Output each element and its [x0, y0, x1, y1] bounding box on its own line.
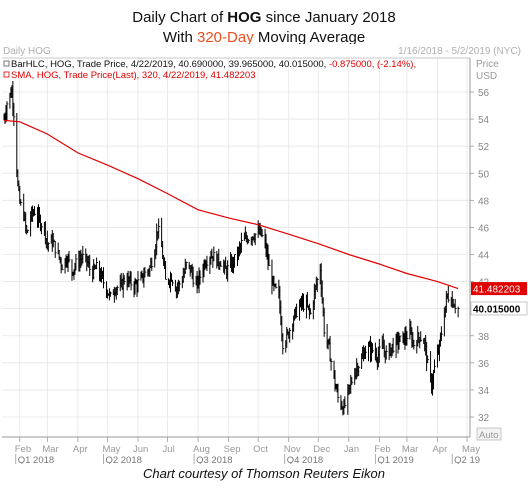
y-tick-label-34: 34 — [478, 386, 490, 397]
y-tick-label-38: 38 — [478, 332, 490, 343]
x-tick-label-1: Mar — [42, 444, 58, 455]
quarter-label-4: Q1 2019 — [377, 455, 413, 464]
price-axis-label: Price — [476, 59, 499, 70]
x-tick-label-4: Jun — [133, 444, 148, 455]
x-tick-label-12: Feb — [374, 444, 390, 455]
quarter-label-5: Q2 19 — [454, 455, 480, 464]
x-tick-label-10: Dec — [313, 444, 330, 455]
x-axis-ticks: Feb Mar Apr May Jun Jul Aug Sep Oct Nov Dec Jan Feb M… — [15, 437, 480, 464]
chart-subtitle: With 320-Day Moving Average — [162, 29, 366, 46]
grid-lines — [2, 58, 470, 437]
x-tick-label-0: Feb — [15, 444, 31, 455]
quarter-label-3: Q4 2018 — [287, 455, 323, 464]
chart-title: Daily Chart of HOG since January 2018 — [132, 9, 396, 26]
y-tick-label-36: 36 — [478, 359, 490, 370]
auto-scale-button[interactable] — [476, 427, 502, 441]
quarter-label-1: Q2 2018 — [105, 455, 141, 464]
legend-sma-line: SMA, HOG, Trade Price(Last), 320, 4/22/2… — [11, 70, 256, 81]
x-tick-label-15: May — [462, 444, 480, 455]
last-value-box-1 — [470, 301, 528, 316]
y-tick-label-32: 32 — [478, 413, 490, 424]
price-bars-series — [3, 81, 460, 416]
last-value-box-0 — [471, 282, 527, 296]
y-tick-label-52: 52 — [478, 142, 490, 153]
unit-axis-label: USD — [476, 71, 497, 82]
chart-courtesy: Chart courtesy of Thomson Reuters Eikon — [142, 466, 386, 481]
x-tick-label-8: Oct — [253, 444, 268, 455]
auto-scale-label: Auto — [479, 430, 499, 441]
y-tick-label-46: 46 — [478, 223, 490, 234]
x-tick-label-14: Apr — [432, 444, 447, 455]
chart-header-right: 1/16/2018 - 5/2/2019 (NYC) — [398, 46, 521, 57]
x-tick-label-3: May — [102, 444, 120, 455]
legend-sma-icon — [3, 71, 10, 78]
quarter-label-2: Q3 2018 — [196, 455, 232, 464]
legend: BarHLC, HOG, Trade Price, 4/22/2019, 40.… — [3, 59, 416, 81]
legend-bar-icon — [3, 60, 10, 67]
last-value-label-1: 40.015000 — [473, 304, 521, 315]
x-tick-label-9: Nov — [284, 444, 301, 455]
x-tick-label-11: Jan — [344, 444, 359, 455]
x-tick-label-13: Mar — [402, 444, 418, 455]
sma-line — [3, 119, 459, 290]
y-tick-label-56: 56 — [478, 88, 490, 99]
y-tick-label-50: 50 — [478, 169, 490, 180]
x-tick-label-5: Jul — [163, 444, 175, 455]
y-tick-label-54: 54 — [478, 115, 490, 126]
quarter-label-0: Q1 2018 — [18, 455, 54, 464]
legend-bar-line: BarHLC, HOG, Trade Price, 4/22/2019, 40.… — [11, 59, 416, 70]
y-tick-label-48: 48 — [478, 196, 490, 207]
price-chart: 32343638404244464850525456 FebMarAprMayJ… — [0, 44, 528, 464]
last-value-labels: 41.482203 40.015000 — [470, 282, 528, 316]
x-tick-label-6: Aug — [193, 444, 210, 455]
x-tick-label-7: Sep — [224, 444, 241, 455]
last-value-label-0: 41.482203 — [473, 285, 521, 296]
x-tick-label-2: Apr — [73, 444, 88, 455]
y-tick-label-44: 44 — [478, 251, 490, 262]
chart-header-left: Daily HOG — [3, 46, 51, 57]
